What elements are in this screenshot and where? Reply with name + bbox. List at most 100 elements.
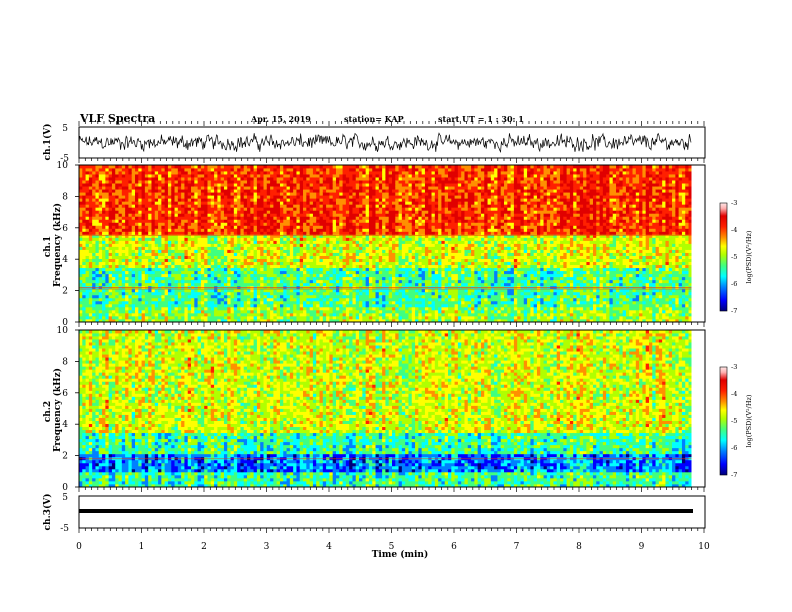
spectrogram-cell <box>187 315 192 320</box>
spectrogram-cell <box>382 282 386 287</box>
spectrogram-cell <box>312 309 317 314</box>
spectrogram-cell <box>296 279 301 284</box>
spectrogram-cell <box>329 288 334 293</box>
spectrogram-cell <box>177 204 182 208</box>
spectrogram-cell <box>181 309 185 314</box>
spectrogram-cell <box>270 282 274 287</box>
spectrogram-cell <box>273 309 278 314</box>
spectrogram-cell <box>345 279 350 284</box>
spectrogram-cell <box>283 252 287 256</box>
spectrogram-cell <box>102 252 106 256</box>
spectrogram-cell <box>158 183 162 187</box>
spectrogram-cell <box>322 276 327 281</box>
spectrogram-cell <box>98 225 103 229</box>
spectrogram-cell <box>293 210 297 214</box>
spectrogram-cell <box>207 309 212 314</box>
spectrogram-cell <box>181 204 185 208</box>
spectrogram-cell <box>177 186 182 190</box>
spectrogram-cell <box>167 207 172 211</box>
spectrogram-cell <box>141 183 146 187</box>
spectrogram-cell <box>98 201 103 205</box>
spectrogram-cell <box>247 186 251 190</box>
spectrogram-cell <box>151 165 156 169</box>
spectrogram-cell <box>339 261 343 266</box>
spectrogram-cell <box>194 210 199 214</box>
spectrogram-cell <box>392 189 396 193</box>
spectrogram-cell <box>88 192 93 196</box>
spectrogram-cell <box>167 243 172 247</box>
spectrogram-cell <box>273 168 278 172</box>
spectrogram-cell <box>102 222 106 226</box>
spectrogram-cell <box>270 186 274 190</box>
spectrogram-cell <box>392 315 396 320</box>
spectrogram-cell <box>375 312 380 317</box>
spectrogram-cell <box>161 255 166 259</box>
spectrogram-cell <box>105 243 110 247</box>
spectrogram-cell <box>154 231 159 235</box>
spectrogram-cell <box>316 270 320 275</box>
spectrogram-cell <box>286 261 291 266</box>
spectrogram-cell <box>332 252 337 256</box>
spectrogram-cell <box>375 174 380 178</box>
spectrogram-cell <box>95 168 100 172</box>
spectrogram-cell <box>283 204 287 208</box>
spectrogram-cell <box>388 291 393 296</box>
spectrogram-cell <box>260 186 264 190</box>
spectrogram-cell <box>329 318 334 323</box>
spectrogram-cell <box>138 294 142 299</box>
spectrogram-cell <box>79 258 83 263</box>
spectrogram-cell <box>322 288 327 293</box>
spectrogram-cell <box>158 300 162 305</box>
spectrogram-cell <box>85 264 90 269</box>
spectrogram-cell <box>342 213 347 217</box>
spectrogram-cell <box>286 252 291 256</box>
spectrogram-cell <box>181 189 185 193</box>
spectrogram-cell <box>187 207 192 211</box>
spectrogram-cell <box>233 207 238 211</box>
spectrogram-cell <box>253 177 258 181</box>
spectrogram-cell <box>303 204 307 208</box>
spectrogram-cell <box>88 243 93 247</box>
spectrogram-cell <box>204 204 208 208</box>
spectrogram-cell <box>128 267 133 272</box>
spectrogram-cell <box>220 213 225 217</box>
spectrogram-cell <box>85 282 90 287</box>
spectrogram-cell <box>154 201 159 205</box>
spectrogram-cell <box>125 267 129 272</box>
spectrogram-cell <box>82 210 86 214</box>
spectrogram-cell <box>378 213 383 217</box>
spectrogram-cell <box>332 282 337 287</box>
spectrogram-cell <box>378 216 383 220</box>
spectrogram-cell <box>230 243 235 247</box>
spectrogram-cell <box>171 255 175 259</box>
spectrogram-cell <box>135 315 139 320</box>
spectrogram-cell <box>392 267 396 272</box>
spectrogram-cell <box>326 270 330 275</box>
spectrogram-cell <box>362 264 367 269</box>
spectrogram-cell <box>151 234 156 238</box>
spectrogram-cell <box>161 306 166 311</box>
spectrogram-cell <box>273 207 278 211</box>
spectrogram-cell <box>299 243 304 247</box>
spectrogram-cell <box>131 231 136 235</box>
spectrogram-cell <box>184 306 189 311</box>
spectrogram-cell <box>141 180 146 184</box>
spectrogram-cell <box>171 318 175 323</box>
spectrogram-cell <box>339 312 343 317</box>
spectrogram-cell <box>217 168 222 172</box>
spectrogram-cell <box>339 258 343 263</box>
spectrogram-cell <box>144 303 149 308</box>
spectrogram-cell <box>260 306 264 311</box>
spectrogram-cell <box>125 216 129 220</box>
spectrogram-cell <box>171 273 175 278</box>
spectrogram-cell <box>270 225 274 229</box>
spectrogram-cell <box>184 213 189 217</box>
spectrogram-cell <box>161 297 166 302</box>
spectrogram-cell <box>365 210 370 214</box>
spectrogram-cell <box>233 195 238 199</box>
spectrogram-cell <box>220 216 225 220</box>
spectrogram-cell <box>365 186 370 190</box>
spectrogram-cell <box>204 168 208 172</box>
spectrogram-cell <box>392 318 396 323</box>
spectrogram-cell <box>296 249 301 253</box>
